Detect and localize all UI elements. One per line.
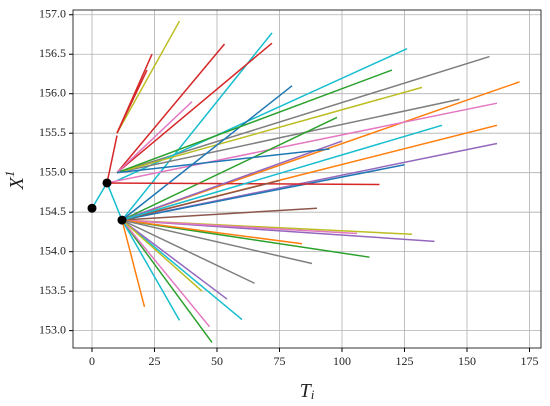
plot-frame (72, 9, 542, 349)
data-line (121, 179, 280, 221)
data-line (121, 219, 181, 321)
x-tick-label: 25 (149, 354, 161, 368)
data-line (116, 69, 148, 134)
x-tick-label: 75 (274, 354, 286, 368)
data-line (121, 164, 405, 221)
data-line (116, 86, 423, 174)
y-tick-label: 155.0 (39, 164, 66, 178)
y-tick-label: 157.0 (39, 6, 66, 20)
data-line (121, 219, 303, 245)
data-line (116, 42, 273, 174)
data-line (116, 69, 393, 174)
data-line (121, 207, 318, 221)
x-label-base: T (300, 380, 313, 402)
data-line (121, 219, 211, 328)
data-line (116, 43, 226, 174)
data-line (121, 219, 146, 308)
data-line (121, 116, 338, 221)
x-tick-label: 50 (211, 354, 223, 368)
y-tick-label: 154.0 (39, 243, 66, 257)
y-tick-label: 153.5 (39, 283, 66, 297)
data-line (116, 148, 330, 174)
data-line (121, 219, 203, 292)
data-line (106, 135, 118, 184)
path-point (117, 215, 127, 225)
data-line (121, 140, 343, 221)
path-point (102, 178, 112, 188)
y-tick-label: 153.0 (39, 322, 66, 336)
y-label-base: X (6, 176, 28, 190)
y-axis-label: X1 (2, 171, 28, 191)
y-tick-label: 154.5 (39, 204, 66, 218)
x-tick-label: 175 (521, 354, 539, 368)
data-line (116, 20, 181, 134)
data-line (106, 102, 498, 184)
x-tick-label: 0 (89, 354, 95, 368)
data-line (121, 219, 213, 343)
data-line (121, 219, 228, 300)
x-tick-label: 125 (396, 354, 414, 368)
y-tick-label: 155.5 (39, 125, 66, 139)
data-line (116, 55, 490, 174)
path-point (87, 203, 97, 213)
data-line (121, 85, 293, 221)
data-line (116, 101, 193, 174)
data-line (116, 98, 460, 174)
data-line (121, 219, 313, 265)
data-line (121, 219, 255, 284)
path-line (91, 181, 123, 221)
data-line (121, 124, 443, 221)
x-axis-label: Ti (300, 380, 315, 402)
data-line (121, 219, 358, 235)
data-line (121, 32, 273, 221)
y-tick-label: 156.0 (39, 85, 66, 99)
x-tick-label: 150 (458, 354, 476, 368)
x-label-sub: i (311, 387, 315, 402)
y-label-sup: 1 (2, 171, 17, 178)
data-line (121, 219, 243, 321)
x-tick-label: 100 (333, 354, 351, 368)
y-tick-label: 156.5 (39, 46, 66, 60)
